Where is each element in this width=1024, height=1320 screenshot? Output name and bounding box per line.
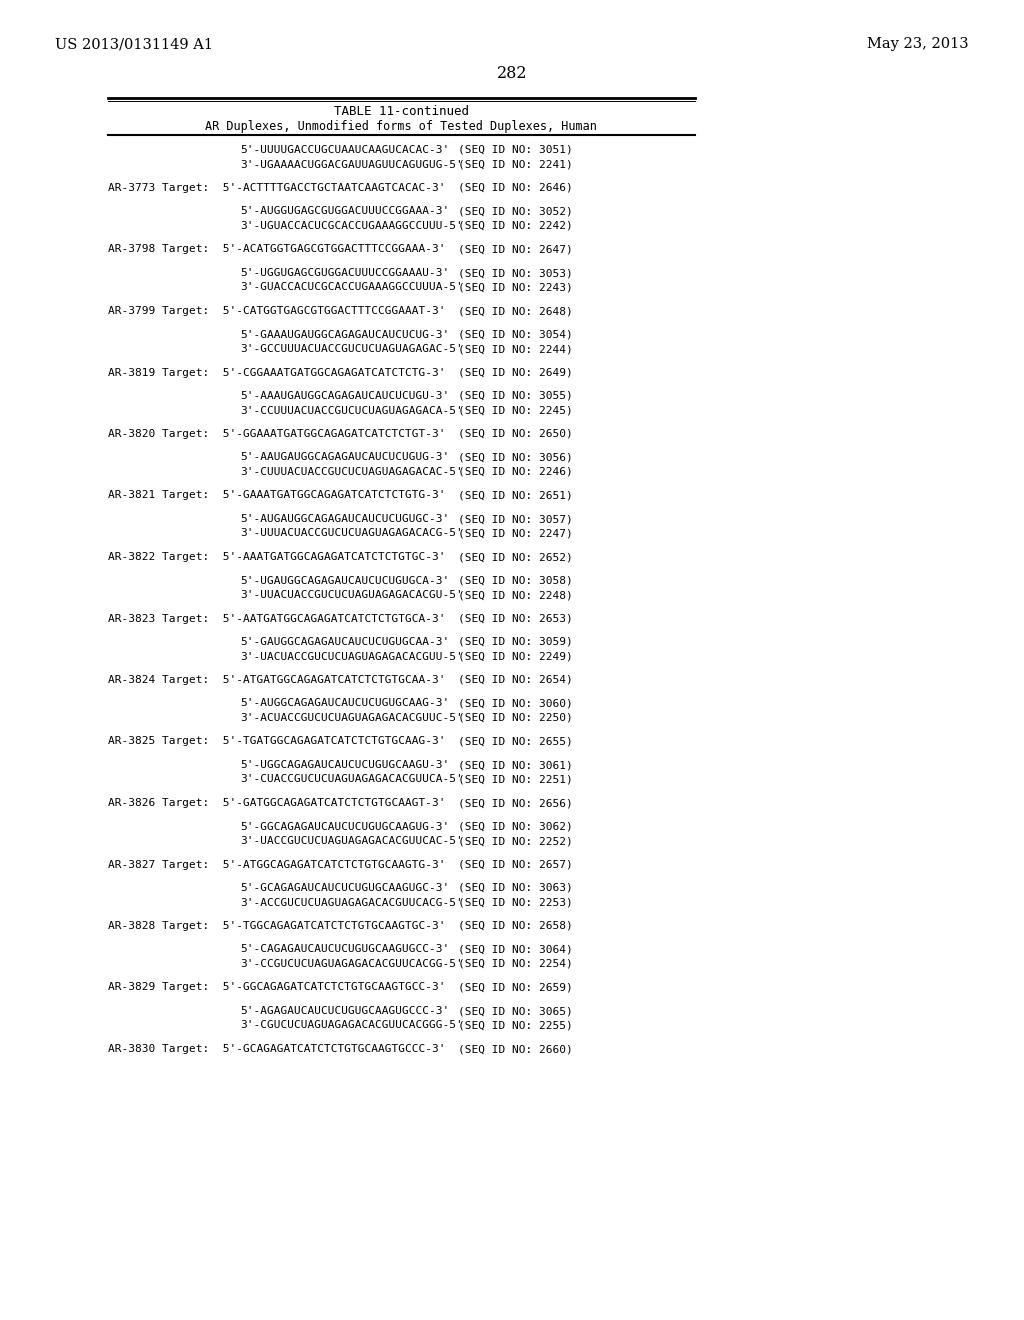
- Text: US 2013/0131149 A1: US 2013/0131149 A1: [55, 37, 213, 51]
- Text: May 23, 2013: May 23, 2013: [867, 37, 969, 51]
- Text: AR Duplexes, Unmodified forms of Tested Duplexes, Human: AR Duplexes, Unmodified forms of Tested …: [205, 120, 597, 133]
- Text: (SEQ ID NO: 3062): (SEQ ID NO: 3062): [458, 821, 572, 832]
- Text: AR-3825 Target:  5'-TGATGGCAGAGATCATCTCTGTGCAAG-3': AR-3825 Target: 5'-TGATGGCAGAGATCATCTCTG…: [108, 737, 445, 747]
- Text: AR-3798 Target:  5'-ACATGGTGAGCGTGGACTTTCCGGAAA-3': AR-3798 Target: 5'-ACATGGTGAGCGTGGACTTTC…: [108, 244, 445, 255]
- Text: (SEQ ID NO: 2658): (SEQ ID NO: 2658): [458, 921, 572, 931]
- Text: (SEQ ID NO: 3061): (SEQ ID NO: 3061): [458, 760, 572, 770]
- Text: (SEQ ID NO: 3053): (SEQ ID NO: 3053): [458, 268, 572, 279]
- Text: 3'-UACCGUCUCUAGUAGAGACACGUUCAC-5': 3'-UACCGUCUCUAGUAGAGACACGUUCAC-5': [240, 836, 463, 846]
- Text: (SEQ ID NO: 3054): (SEQ ID NO: 3054): [458, 330, 572, 339]
- Text: 3'-UGUACCACUCGCACCUGAAAGGCCUUU-5': 3'-UGUACCACUCGCACCUGAAAGGCCUUU-5': [240, 220, 463, 231]
- Text: 3'-ACUACCGUCUCUAGUAGAGACACGUUC-5': 3'-ACUACCGUCUCUAGUAGAGACACGUUC-5': [240, 713, 463, 723]
- Text: (SEQ ID NO: 3055): (SEQ ID NO: 3055): [458, 391, 572, 401]
- Text: 3'-CCGUCUCUAGUAGAGACACGUUCACGG-5': 3'-CCGUCUCUAGUAGAGACACGUUCACGG-5': [240, 960, 463, 969]
- Text: 5'-CAGAGAUCAUCUCUGUGCAAGUGCC-3': 5'-CAGAGAUCAUCUCUGUGCAAGUGCC-3': [240, 945, 450, 954]
- Text: (SEQ ID NO: 2655): (SEQ ID NO: 2655): [458, 737, 572, 747]
- Text: (SEQ ID NO: 2647): (SEQ ID NO: 2647): [458, 244, 572, 255]
- Text: 5'-AUGGCAGAGAUCAUCUCUGUGCAAG-3': 5'-AUGGCAGAGAUCAUCUCUGUGCAAG-3': [240, 698, 450, 709]
- Text: (SEQ ID NO: 3064): (SEQ ID NO: 3064): [458, 945, 572, 954]
- Text: (SEQ ID NO: 2249): (SEQ ID NO: 2249): [458, 652, 572, 661]
- Text: (SEQ ID NO: 2246): (SEQ ID NO: 2246): [458, 467, 572, 477]
- Text: 3'-GCCUUUACUACCGUCUCUAGUAGAGAC-5': 3'-GCCUUUACUACCGUCUCUAGUAGAGAC-5': [240, 345, 463, 354]
- Text: (SEQ ID NO: 2652): (SEQ ID NO: 2652): [458, 552, 572, 562]
- Text: AR-3828 Target:  5'-TGGCAGAGATCATCTCTGTGCAAGTGC-3': AR-3828 Target: 5'-TGGCAGAGATCATCTCTGTGC…: [108, 921, 445, 931]
- Text: 5'-UGGUGAGCGUGGACUUUCCGGAAAU-3': 5'-UGGUGAGCGUGGACUUUCCGGAAAU-3': [240, 268, 450, 279]
- Text: AR-3773 Target:  5'-ACTTTTGACCTGCTAATCAAGTCACAC-3': AR-3773 Target: 5'-ACTTTTGACCTGCTAATCAAG…: [108, 183, 445, 193]
- Text: 5'-GAUGGCAGAGAUCAUCUCUGUGCAA-3': 5'-GAUGGCAGAGAUCAUCUCUGUGCAA-3': [240, 638, 450, 647]
- Text: (SEQ ID NO: 3056): (SEQ ID NO: 3056): [458, 453, 572, 462]
- Text: (SEQ ID NO: 2657): (SEQ ID NO: 2657): [458, 859, 572, 870]
- Text: 5'-UUUUGACCUGCUAAUCAAGUCACAC-3': 5'-UUUUGACCUGCUAAUCAAGUCACAC-3': [240, 145, 450, 154]
- Text: (SEQ ID NO: 2244): (SEQ ID NO: 2244): [458, 345, 572, 354]
- Text: AR-3819 Target:  5'-CGGAAATGATGGCAGAGATCATCTCTG-3': AR-3819 Target: 5'-CGGAAATGATGGCAGAGATCA…: [108, 367, 445, 378]
- Text: 5'-AAUGAUGGCAGAGAUCAUCUCUGUG-3': 5'-AAUGAUGGCAGAGAUCAUCUCUGUG-3': [240, 453, 450, 462]
- Text: (SEQ ID NO: 2659): (SEQ ID NO: 2659): [458, 982, 572, 993]
- Text: (SEQ ID NO: 2653): (SEQ ID NO: 2653): [458, 614, 572, 623]
- Text: 5'-AGAGAUCAUCUCUGUGCAAGUGCCC-3': 5'-AGAGAUCAUCUCUGUGCAAGUGCCC-3': [240, 1006, 450, 1016]
- Text: 3'-UGAAAACUGGACGAUUAGUUCAGUGUG-5': 3'-UGAAAACUGGACGAUUAGUUCAGUGUG-5': [240, 160, 463, 169]
- Text: AR-3799 Target:  5'-CATGGTGAGCGTGGACTTTCCGGAAAT-3': AR-3799 Target: 5'-CATGGTGAGCGTGGACTTTCC…: [108, 306, 445, 315]
- Text: (SEQ ID NO: 2250): (SEQ ID NO: 2250): [458, 713, 572, 723]
- Text: (SEQ ID NO: 2253): (SEQ ID NO: 2253): [458, 898, 572, 908]
- Text: AR-3820 Target:  5'-GGAAATGATGGCAGAGATCATCTCTGT-3': AR-3820 Target: 5'-GGAAATGATGGCAGAGATCAT…: [108, 429, 445, 440]
- Text: 5'-AAAUGAUGGCAGAGAUCAUCUCUGU-3': 5'-AAAUGAUGGCAGAGAUCAUCUCUGU-3': [240, 391, 450, 401]
- Text: 5'-UGGCAGAGAUCAUCUCUGUGCAAGU-3': 5'-UGGCAGAGAUCAUCUCUGUGCAAGU-3': [240, 760, 450, 770]
- Text: AR-3827 Target:  5'-ATGGCAGAGATCATCTCTGTGCAAGTG-3': AR-3827 Target: 5'-ATGGCAGAGATCATCTCTGTG…: [108, 859, 445, 870]
- Text: (SEQ ID NO: 2254): (SEQ ID NO: 2254): [458, 960, 572, 969]
- Text: 5'-GAAAUGAUGGCAGAGAUCAUCUCUG-3': 5'-GAAAUGAUGGCAGAGAUCAUCUCUG-3': [240, 330, 450, 339]
- Text: AR-3821 Target:  5'-GAAATGATGGCAGAGATCATCTCTGTG-3': AR-3821 Target: 5'-GAAATGATGGCAGAGATCATC…: [108, 491, 445, 500]
- Text: (SEQ ID NO: 2654): (SEQ ID NO: 2654): [458, 675, 572, 685]
- Text: (SEQ ID NO: 3052): (SEQ ID NO: 3052): [458, 206, 572, 216]
- Text: (SEQ ID NO: 2660): (SEQ ID NO: 2660): [458, 1044, 572, 1053]
- Text: (SEQ ID NO: 2252): (SEQ ID NO: 2252): [458, 836, 572, 846]
- Text: 3'-ACCGUCUCUAGUAGAGACACGUUCACG-5': 3'-ACCGUCUCUAGUAGAGACACGUUCACG-5': [240, 898, 463, 908]
- Text: 3'-CGUCUCUAGUAGAGACACGUUCACGGG-5': 3'-CGUCUCUAGUAGAGACACGUUCACGGG-5': [240, 1020, 463, 1031]
- Text: (SEQ ID NO: 2646): (SEQ ID NO: 2646): [458, 183, 572, 193]
- Text: (SEQ ID NO: 2251): (SEQ ID NO: 2251): [458, 775, 572, 784]
- Text: 3'-UUACUACCGUCUCUAGUAGAGACACGU-5': 3'-UUACUACCGUCUCUAGUAGAGACACGU-5': [240, 590, 463, 601]
- Text: (SEQ ID NO: 3060): (SEQ ID NO: 3060): [458, 698, 572, 709]
- Text: 3'-UACUACCGUCUCUAGUAGAGACACGUU-5': 3'-UACUACCGUCUCUAGUAGAGACACGUU-5': [240, 652, 463, 661]
- Text: TABLE 11-continued: TABLE 11-continued: [334, 106, 469, 117]
- Text: (SEQ ID NO: 2242): (SEQ ID NO: 2242): [458, 220, 572, 231]
- Text: 5'-GCAGAGAUCAUCUCUGUGCAAGUGC-3': 5'-GCAGAGAUCAUCUCUGUGCAAGUGC-3': [240, 883, 450, 894]
- Text: AR-3823 Target:  5'-AATGATGGCAGAGATCATCTCTGTGCA-3': AR-3823 Target: 5'-AATGATGGCAGAGATCATCTC…: [108, 614, 445, 623]
- Text: (SEQ ID NO: 2649): (SEQ ID NO: 2649): [458, 367, 572, 378]
- Text: 5'-GGCAGAGAUCAUCUCUGUGCAAGUG-3': 5'-GGCAGAGAUCAUCUCUGUGCAAGUG-3': [240, 821, 450, 832]
- Text: (SEQ ID NO: 3063): (SEQ ID NO: 3063): [458, 883, 572, 894]
- Text: (SEQ ID NO: 2248): (SEQ ID NO: 2248): [458, 590, 572, 601]
- Text: (SEQ ID NO: 3058): (SEQ ID NO: 3058): [458, 576, 572, 586]
- Text: AR-3826 Target:  5'-GATGGCAGAGATCATCTCTGTGCAAGT-3': AR-3826 Target: 5'-GATGGCAGAGATCATCTCTGT…: [108, 799, 445, 808]
- Text: 5'-AUGGUGAGCGUGGACUUUCCGGAAA-3': 5'-AUGGUGAGCGUGGACUUUCCGGAAA-3': [240, 206, 450, 216]
- Text: 282: 282: [497, 65, 527, 82]
- Text: 3'-CUACCGUCUCUAGUAGAGACACGUUCA-5': 3'-CUACCGUCUCUAGUAGAGACACGUUCA-5': [240, 775, 463, 784]
- Text: 5'-AUGAUGGCAGAGAUCAUCUCUGUGC-3': 5'-AUGAUGGCAGAGAUCAUCUCUGUGC-3': [240, 513, 450, 524]
- Text: (SEQ ID NO: 3051): (SEQ ID NO: 3051): [458, 145, 572, 154]
- Text: 3'-GUACCACUCGCACCUGAAAGGCCUUUA-5': 3'-GUACCACUCGCACCUGAAAGGCCUUUA-5': [240, 282, 463, 293]
- Text: AR-3824 Target:  5'-ATGATGGCAGAGATCATCTCTGTGCAA-3': AR-3824 Target: 5'-ATGATGGCAGAGATCATCTCT…: [108, 675, 445, 685]
- Text: (SEQ ID NO: 2255): (SEQ ID NO: 2255): [458, 1020, 572, 1031]
- Text: (SEQ ID NO: 2651): (SEQ ID NO: 2651): [458, 491, 572, 500]
- Text: (SEQ ID NO: 2247): (SEQ ID NO: 2247): [458, 528, 572, 539]
- Text: 3'-CCUUUACUACCGUCUCUAGUAGAGACA-5': 3'-CCUUUACUACCGUCUCUAGUAGAGACA-5': [240, 405, 463, 416]
- Text: (SEQ ID NO: 2656): (SEQ ID NO: 2656): [458, 799, 572, 808]
- Text: AR-3822 Target:  5'-AAATGATGGCAGAGATCATCTCTGTGC-3': AR-3822 Target: 5'-AAATGATGGCAGAGATCATCT…: [108, 552, 445, 562]
- Text: 3'-CUUUACUACCGUCUCUAGUAGAGACAC-5': 3'-CUUUACUACCGUCUCUAGUAGAGACAC-5': [240, 467, 463, 477]
- Text: AR-3830 Target:  5'-GCAGAGATCATCTCTGTGCAAGTGCCC-3': AR-3830 Target: 5'-GCAGAGATCATCTCTGTGCAA…: [108, 1044, 445, 1053]
- Text: (SEQ ID NO: 3065): (SEQ ID NO: 3065): [458, 1006, 572, 1016]
- Text: (SEQ ID NO: 2245): (SEQ ID NO: 2245): [458, 405, 572, 416]
- Text: (SEQ ID NO: 2241): (SEQ ID NO: 2241): [458, 160, 572, 169]
- Text: (SEQ ID NO: 2648): (SEQ ID NO: 2648): [458, 306, 572, 315]
- Text: (SEQ ID NO: 3059): (SEQ ID NO: 3059): [458, 638, 572, 647]
- Text: 5'-UGAUGGCAGAGAUCAUCUCUGUGCA-3': 5'-UGAUGGCAGAGAUCAUCUCUGUGCA-3': [240, 576, 450, 586]
- Text: (SEQ ID NO: 3057): (SEQ ID NO: 3057): [458, 513, 572, 524]
- Text: 3'-UUUACUACCGUCUCUAGUAGAGACACG-5': 3'-UUUACUACCGUCUCUAGUAGAGACACG-5': [240, 528, 463, 539]
- Text: AR-3829 Target:  5'-GGCAGAGATCATCTCTGTGCAAGTGCC-3': AR-3829 Target: 5'-GGCAGAGATCATCTCTGTGCA…: [108, 982, 445, 993]
- Text: (SEQ ID NO: 2650): (SEQ ID NO: 2650): [458, 429, 572, 440]
- Text: (SEQ ID NO: 2243): (SEQ ID NO: 2243): [458, 282, 572, 293]
